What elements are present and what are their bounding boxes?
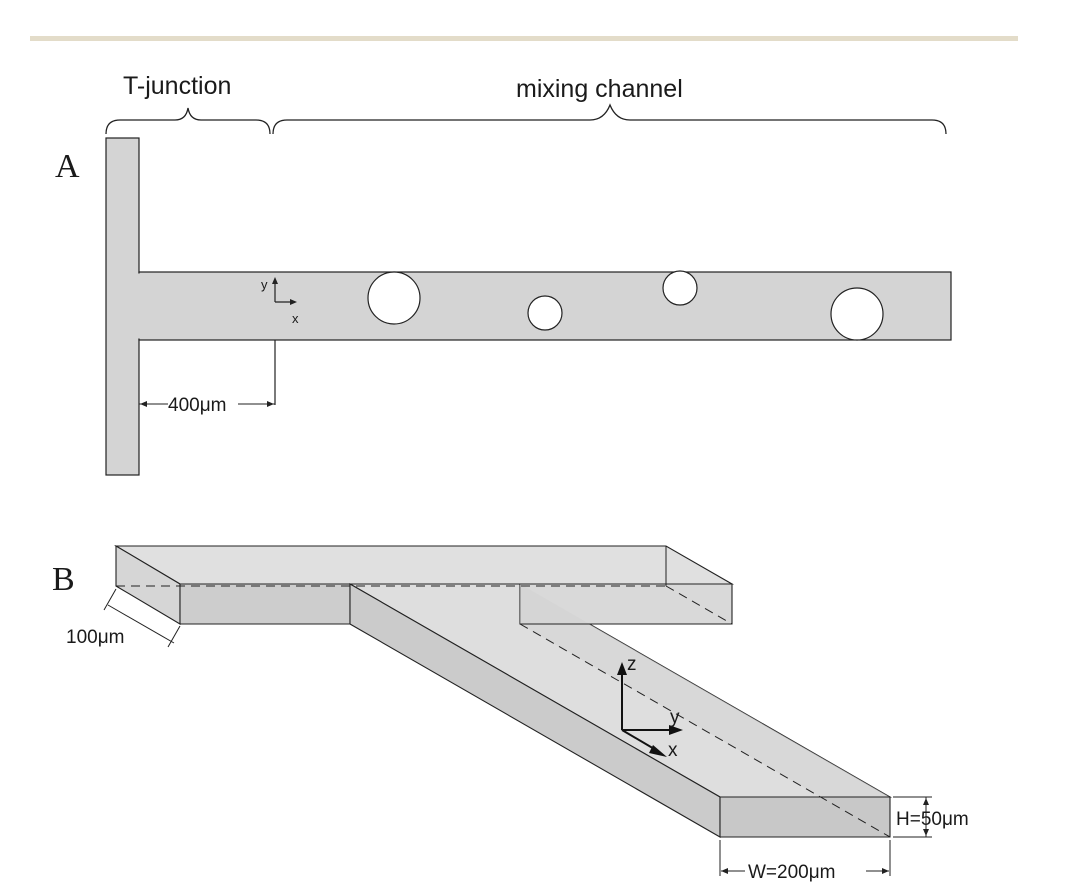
bracket-mixing-channel [272,103,947,135]
label-dimension-400: 400μm [168,395,226,416]
panel-b-dimension-100: 100μm [66,588,181,648]
panel-b-axis-y-label: y [670,707,680,728]
header-bar [30,36,1018,41]
t-bar-top-face [113,545,735,585]
panel-b-axis-z-label: z [627,654,637,675]
panel-a-axes: y x [261,277,299,326]
panel-a-letter: A [55,148,80,185]
mixing-channel-inner-face [520,584,890,837]
bubble-1 [367,271,421,325]
panel-b-dimension-height: H=50μm [893,796,969,838]
label-height: H=50μm [896,809,969,830]
panel-a-axis-y-label: y [261,277,268,292]
hidden-edges [116,585,891,838]
panel-a-axis-x-label: x [292,311,299,326]
label-t-junction: T-junction [123,72,231,100]
bubble-3 [662,270,698,306]
panel-b-dimension-width: W=200μm [719,840,891,883]
t-bar-front-face-left [179,583,351,625]
label-width-100: 100μm [66,627,124,648]
mixing-channel-end-face [719,796,891,838]
label-width-200: W=200μm [748,862,836,883]
bubble-4 [830,287,884,341]
panel-b-axis-x-label: x [668,740,678,761]
panel-a: A T-junction mixing channel y x [55,72,952,476]
panel-b-axes: z y x [617,654,683,761]
panel-b: B 100μm [52,545,969,883]
bracket-t-junction [105,107,271,135]
channel-junction-cover [133,273,145,339]
bubble-2 [527,295,563,331]
panel-a-dimension-400: 400μm [139,340,276,416]
label-mixing-channel: mixing channel [516,75,683,103]
panel-b-letter: B [52,561,75,598]
